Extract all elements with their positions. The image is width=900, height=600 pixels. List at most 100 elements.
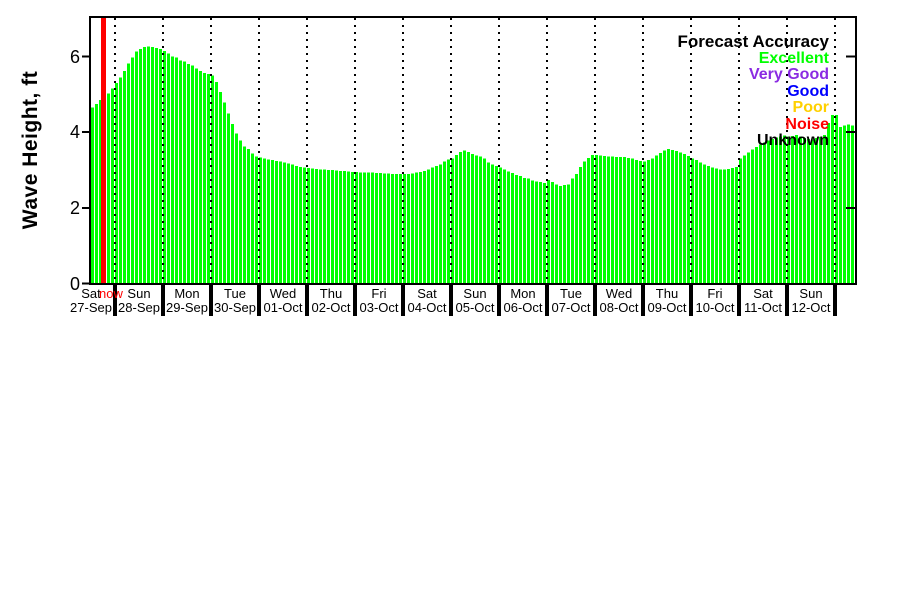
wave-bar — [795, 135, 798, 284]
day-date: 08-Oct — [599, 299, 639, 315]
wave-bar — [755, 146, 758, 284]
legend-entry-excellent: Excellent — [758, 49, 829, 67]
wave-bar — [399, 173, 402, 284]
legend-entries: Excellent Very Good Good Poor Noise Unknown — [677, 49, 829, 150]
wave-bar — [679, 152, 682, 284]
wave-bar — [571, 178, 574, 284]
wave-bar — [575, 173, 578, 284]
day-boundary-tick — [641, 285, 645, 316]
wave-bar — [155, 48, 158, 284]
day-date: 07-Oct — [551, 299, 591, 315]
x-axis-day-label: Sat 11-Oct — [735, 287, 791, 314]
day-boundary-tick — [257, 285, 261, 316]
wave-bar — [243, 146, 246, 284]
wave-bar — [467, 152, 470, 284]
day-boundary-tick — [689, 285, 693, 316]
day-boundary-tick — [545, 285, 549, 316]
y-tick-label: 6 — [69, 46, 80, 67]
day-name: Fri — [707, 286, 723, 301]
wave-bar — [259, 157, 262, 284]
wave-bar — [91, 107, 94, 284]
day-boundary-tick — [353, 285, 357, 316]
wave-bar — [227, 113, 230, 284]
wave-bar — [835, 115, 838, 284]
wave-bar — [567, 184, 570, 284]
wave-bar — [787, 136, 790, 284]
day-date: 06-Oct — [503, 299, 543, 315]
wave-bar — [479, 156, 482, 284]
wave-bar — [271, 160, 274, 284]
wave-bar — [523, 177, 526, 284]
y-tick-label: 4 — [69, 122, 80, 143]
day-boundary-tick — [737, 285, 741, 316]
wave-bar — [827, 123, 830, 284]
wave-bar — [791, 135, 794, 284]
x-axis-day-label: Thu 02-Oct — [303, 287, 359, 314]
wave-bar — [619, 156, 622, 284]
wave-bar — [819, 137, 822, 284]
day-date: 05-Oct — [455, 299, 495, 315]
day-name: Thu — [655, 286, 679, 301]
wave-bar — [379, 173, 382, 284]
day-date: 03-Oct — [359, 299, 399, 315]
wave-bar — [175, 57, 178, 284]
wave-bar — [831, 115, 834, 284]
wave-bar — [403, 173, 406, 284]
wave-bar — [519, 176, 522, 284]
wave-bar — [527, 178, 530, 284]
wave-bar — [747, 152, 750, 284]
wave-bar — [283, 162, 286, 284]
wave-bar — [287, 163, 290, 284]
wave-bar — [239, 140, 242, 284]
wave-bar — [139, 48, 142, 284]
day-date: 09-Oct — [647, 299, 687, 315]
wave-bar — [423, 170, 426, 284]
wave-bar — [323, 169, 326, 284]
wave-bar — [743, 155, 746, 284]
wave-bar — [515, 174, 518, 284]
wave-bar — [99, 100, 102, 284]
x-axis-day-label: Fri 03-Oct — [351, 287, 407, 314]
wave-bar — [603, 156, 606, 284]
wave-bar — [331, 170, 334, 284]
wave-bar — [627, 157, 630, 284]
wave-bar — [735, 166, 738, 284]
wave-bar — [851, 125, 854, 284]
day-date: 10-Oct — [695, 299, 735, 315]
wave-bar — [683, 154, 686, 284]
wave-bar — [751, 149, 754, 284]
wave-bar — [275, 160, 278, 284]
wave-bar — [471, 154, 474, 284]
wave-bar — [255, 156, 258, 284]
day-date: 11-Oct — [743, 299, 783, 315]
wave-bar — [359, 172, 362, 284]
wave-bar — [95, 103, 98, 284]
wave-bar — [675, 151, 678, 284]
wave-bar — [759, 144, 762, 284]
legend-entry-unknown: Unknown — [757, 132, 829, 149]
wave-bar — [335, 170, 338, 284]
wave-bar — [383, 173, 386, 284]
wave-bar — [719, 169, 722, 284]
wave-bar — [491, 164, 494, 284]
wave-bar — [391, 173, 394, 284]
wave-bar — [407, 173, 410, 284]
legend-title: Forecast Accuracy — [677, 32, 829, 51]
day-name: Sat — [81, 286, 101, 301]
wave-bar — [251, 153, 254, 284]
wave-bar — [843, 125, 846, 284]
wave-bar — [547, 179, 550, 284]
wave-bar — [587, 157, 590, 284]
wave-bar — [387, 173, 390, 284]
wave-bar — [651, 158, 654, 284]
wave-bar — [455, 154, 458, 284]
legend: Forecast Accuracy Excellent Very Good Good… — [677, 32, 829, 150]
wave-bar — [731, 168, 734, 284]
wave-bar — [623, 157, 626, 284]
day-date: 04-Oct — [407, 299, 447, 315]
x-axis-day-label: Mon 06-Oct — [495, 287, 551, 314]
wave-bar — [159, 48, 162, 284]
wave-bar — [303, 167, 306, 284]
day-boundary-tick — [209, 285, 213, 316]
day-name: Fri — [371, 286, 387, 301]
